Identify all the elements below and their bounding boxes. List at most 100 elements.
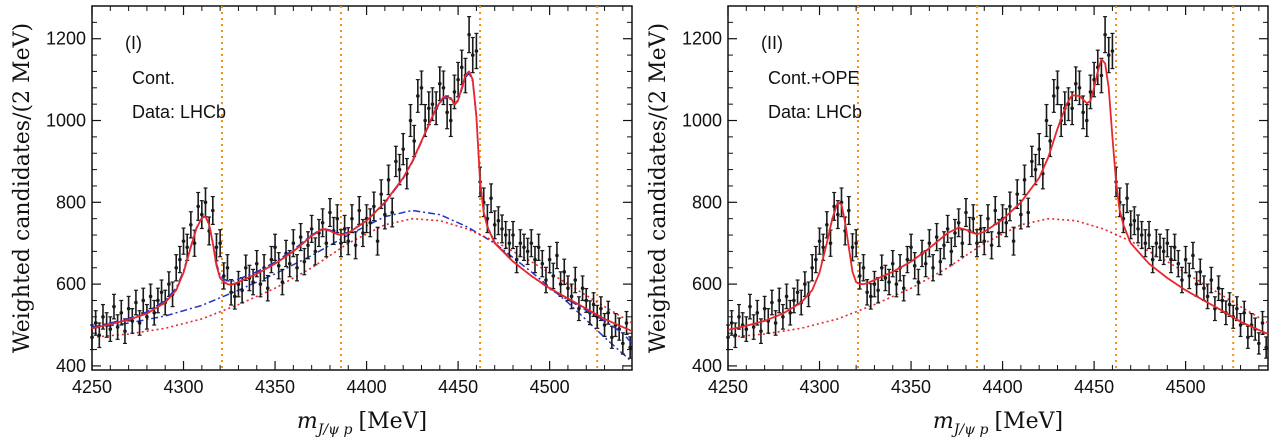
data-point [1073, 81, 1078, 86]
data-point [1022, 178, 1027, 182]
data-point [847, 208, 851, 213]
data-point [857, 274, 862, 278]
data-point [328, 210, 332, 215]
data-point [854, 241, 858, 246]
data-point [456, 77, 460, 82]
data-point [1044, 118, 1049, 123]
data-point [112, 304, 116, 309]
data-point [419, 85, 424, 90]
data-point [1246, 335, 1250, 340]
x-tick-label: 4350 [891, 377, 931, 397]
data-point [861, 265, 866, 270]
data-point [390, 210, 395, 215]
data-point [533, 257, 537, 262]
data-point [459, 65, 464, 70]
data-point [751, 325, 756, 329]
data-point [254, 261, 259, 266]
data-point [203, 200, 208, 205]
data-point [401, 147, 405, 151]
data-point [558, 282, 563, 286]
data-point [339, 241, 343, 246]
data-point [773, 321, 778, 325]
data-point [408, 118, 413, 123]
data-point [361, 231, 365, 235]
data-point [975, 241, 979, 246]
data-point [1070, 106, 1074, 111]
data-point [496, 218, 501, 223]
data-point [1202, 286, 1206, 291]
data-point [1077, 85, 1082, 90]
data-point [1220, 298, 1225, 303]
data-point [467, 32, 471, 37]
data-point [335, 216, 340, 221]
y-tick-label: 800 [56, 192, 86, 212]
data-point [492, 223, 497, 227]
data-point [1139, 233, 1144, 237]
data-point [192, 241, 197, 246]
data-point [514, 257, 519, 262]
data-label: Data: LHCb [132, 102, 226, 122]
data-point [982, 239, 987, 243]
data-point [287, 261, 292, 266]
data-point [448, 118, 453, 123]
data-point [997, 231, 1001, 235]
total-fit-curve [727, 58, 1269, 335]
data-point [368, 220, 373, 225]
data-point [1019, 212, 1023, 217]
data-point [755, 310, 760, 315]
data-point [1187, 274, 1192, 278]
y-tick-label: 1200 [682, 29, 722, 49]
data-point [894, 282, 899, 286]
data-point [342, 227, 347, 231]
data-point [141, 298, 146, 303]
data-point [372, 204, 376, 209]
data-point [302, 259, 307, 264]
data-point [726, 335, 730, 340]
data-point [912, 263, 917, 268]
x-axis-label: mJ/ψ p [MeV] [933, 409, 1063, 438]
data-point [759, 329, 763, 333]
data-point [777, 298, 782, 303]
data-point [211, 208, 215, 213]
data-point [621, 341, 625, 346]
data-point [890, 261, 895, 266]
data-point [1216, 286, 1221, 291]
data-point [115, 325, 120, 329]
data-point [569, 294, 574, 299]
data-point [511, 233, 515, 237]
data-point [953, 231, 957, 235]
x-tick-label: 4500 [1166, 377, 1206, 397]
data-point [93, 321, 98, 325]
data-point [602, 323, 607, 327]
data-point [770, 300, 774, 305]
data-point [872, 282, 877, 286]
data-point [159, 290, 164, 295]
data-point [386, 178, 391, 182]
data-point [938, 259, 943, 264]
data-point [883, 276, 888, 280]
data-point [993, 208, 998, 213]
data-point [181, 239, 186, 243]
data-point [243, 265, 248, 270]
data-point [280, 280, 285, 284]
data-point [240, 288, 244, 293]
x-tick-label: 4400 [983, 377, 1023, 397]
data-point [1008, 204, 1012, 209]
data-point [784, 294, 789, 299]
data-point [1103, 32, 1107, 37]
data-point [934, 235, 939, 239]
data-point [744, 327, 749, 331]
data-point [547, 257, 552, 262]
x-axis-var: m [297, 409, 318, 434]
data-point [945, 227, 950, 231]
x-axis-label: mJ/ψ p [MeV] [297, 409, 427, 438]
data-point [503, 233, 508, 237]
data-point [577, 306, 581, 311]
data-point [591, 302, 596, 307]
data-point [803, 282, 807, 286]
data-point [828, 241, 833, 246]
data-point [1052, 94, 1056, 98]
data-point [101, 315, 105, 319]
data-point [379, 192, 384, 196]
data-point [445, 110, 449, 115]
